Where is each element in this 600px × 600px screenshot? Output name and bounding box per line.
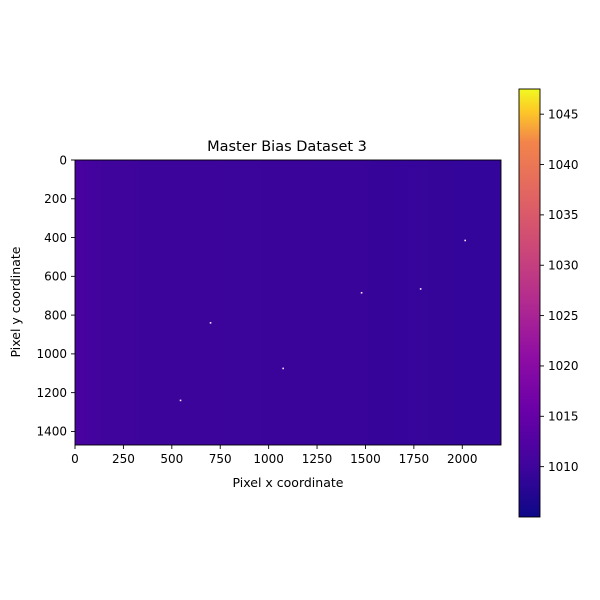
colorbar-tick-label: 1020 bbox=[548, 359, 579, 373]
hot-pixel bbox=[419, 288, 422, 290]
x-tick-label: 1750 bbox=[399, 452, 430, 466]
y-axis-ticks: 0 200 400 600 800 1000 1200 1400 bbox=[36, 153, 75, 439]
y-tick-label: 200 bbox=[44, 192, 67, 206]
colorbar-tick-label: 1045 bbox=[548, 107, 579, 121]
colorbar-tick-label: 1015 bbox=[548, 410, 579, 424]
colorbar-tick-label: 1025 bbox=[548, 309, 579, 323]
y-tick-label: 1000 bbox=[36, 347, 67, 361]
x-axis-ticks: 0 250 500 750 1000 1250 1500 1750 2000 bbox=[71, 445, 478, 466]
x-axis-label: Pixel x coordinate bbox=[233, 475, 344, 490]
colorbar-ticks: 1010 1015 1020 1025 1030 1035 1040 1045 bbox=[540, 107, 579, 474]
hot-pixel bbox=[282, 367, 284, 370]
hot-pixel bbox=[464, 239, 466, 242]
y-tick-label: 0 bbox=[59, 153, 67, 167]
chart-title: Master Bias Dataset 3 bbox=[207, 139, 367, 155]
y-tick-label: 400 bbox=[44, 231, 67, 245]
plot-frame bbox=[74, 159, 502, 446]
y-tick-label: 800 bbox=[44, 308, 67, 322]
bias-image bbox=[75, 160, 501, 445]
colorbar-tick-label: 1035 bbox=[548, 208, 579, 222]
colorbar-tick-label: 1030 bbox=[548, 259, 579, 273]
colorbar-tick-label: 1010 bbox=[548, 460, 579, 474]
hot-pixels bbox=[179, 239, 466, 402]
y-tick-label: 1400 bbox=[36, 425, 67, 439]
hot-pixel bbox=[209, 322, 212, 324]
x-tick-label: 250 bbox=[112, 452, 135, 466]
x-tick-label: 750 bbox=[209, 452, 232, 466]
x-tick-label: 0 bbox=[71, 452, 79, 466]
hot-pixel bbox=[179, 399, 182, 402]
colorbar-tick-label: 1040 bbox=[548, 158, 579, 172]
y-tick-label: 600 bbox=[44, 270, 67, 284]
y-axis-label: Pixel y coordinate bbox=[8, 246, 23, 357]
y-tick-label: 1200 bbox=[36, 386, 67, 400]
x-tick-label: 2000 bbox=[447, 452, 478, 466]
colorbar bbox=[518, 88, 541, 518]
x-tick-label: 1500 bbox=[350, 452, 381, 466]
hot-pixel bbox=[360, 292, 363, 294]
x-tick-label: 500 bbox=[160, 452, 183, 466]
x-tick-label: 1000 bbox=[253, 452, 284, 466]
x-tick-label: 1250 bbox=[302, 452, 333, 466]
